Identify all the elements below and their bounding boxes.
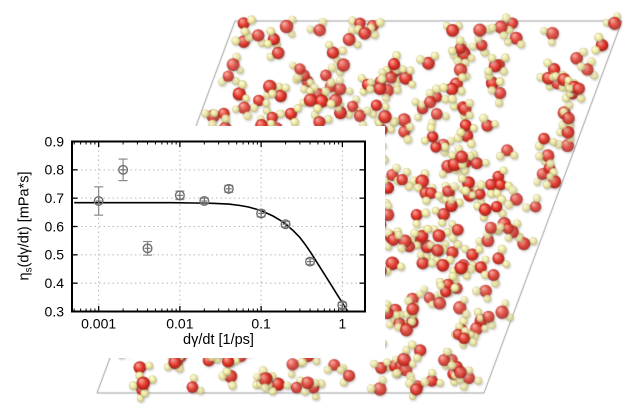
- x-tick-label: 0.01: [166, 316, 193, 332]
- x-tick-label: 0.001: [81, 316, 116, 332]
- y-tick-label: 0.4: [45, 275, 65, 291]
- x-axis-title: dγ/dt [1/ps]: [183, 332, 254, 348]
- y-axis-title: ηs(dγ/dt) [mPa*s]: [16, 171, 37, 281]
- ylabel-rest: (dγ/dt) [mPa*s]: [16, 171, 33, 268]
- viscosity-inset-plot: 0.3 0.4 0.5 0.6 0.7 0.8 0.9 0.001 0.01 0.1 1 dγ/dt…: [8, 126, 385, 358]
- viscosity-chart-svg: 0.3 0.4 0.5 0.6 0.7 0.8 0.9 0.001 0.01 0.1 1: [45, 133, 366, 332]
- y-tick-label: 0.8: [45, 162, 65, 178]
- y-tick-label: 0.7: [45, 190, 65, 206]
- eta-symbol: η: [16, 272, 33, 281]
- y-tick-label: 0.5: [45, 247, 65, 263]
- y-tick-label: 0.9: [45, 133, 65, 149]
- x-tick-label: 1: [338, 316, 346, 332]
- y-tick-label: 0.3: [45, 303, 65, 319]
- x-tick-label: 0.1: [251, 316, 271, 332]
- y-tick-label: 0.6: [45, 218, 65, 234]
- eta-subscript: s: [23, 267, 35, 273]
